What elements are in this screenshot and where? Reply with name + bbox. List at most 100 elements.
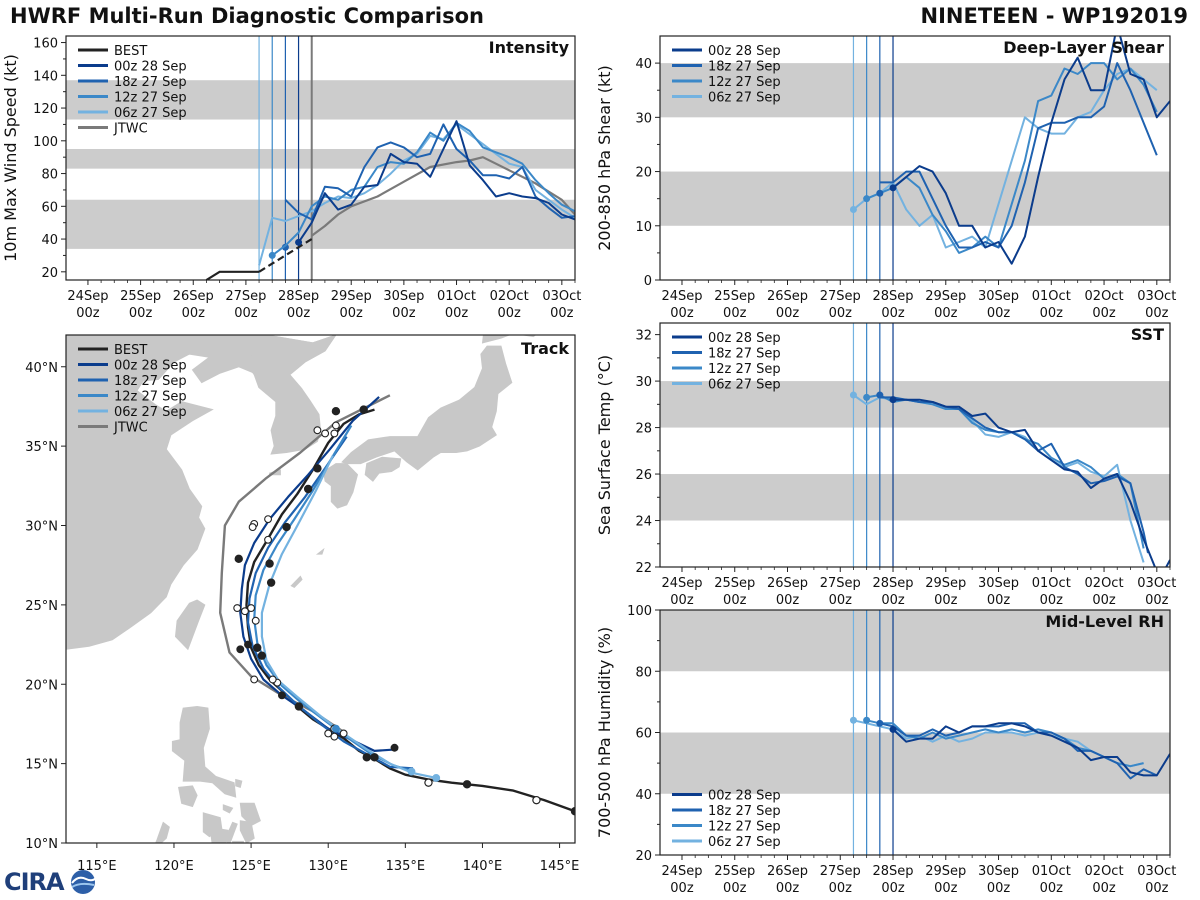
track-line-run_12z_27sep <box>253 424 414 773</box>
series-line-run_00z_28sep <box>893 398 1170 567</box>
land-taiwan <box>174 599 206 651</box>
x-tick-label-date: 30Sep <box>383 289 424 304</box>
x-tick-label-hour: 00z <box>829 881 853 896</box>
x-tick-label-date: 03Oct <box>1137 576 1176 591</box>
init-marker <box>863 195 871 203</box>
lon-tick-label: 120°E <box>154 859 194 874</box>
x-tick-label-date: 03Oct <box>542 289 581 304</box>
x-tick-label-date: 24Sep <box>661 864 702 879</box>
x-tick-label-date: 30Sep <box>978 576 1019 591</box>
land-samar <box>239 802 261 827</box>
track-point <box>359 405 368 414</box>
x-tick-label-hour: 00z <box>776 306 800 321</box>
x-tick-label-hour: 00z <box>987 881 1011 896</box>
y-tick-label: 80 <box>635 665 652 680</box>
y-tick-label: 22 <box>635 561 652 576</box>
x-tick-label-hour: 00z <box>550 306 574 321</box>
x-tick-label-hour: 00z <box>881 593 905 608</box>
series-line-run_06z_27sep <box>852 67 1158 249</box>
x-tick-label-hour: 00z <box>445 306 469 321</box>
land-masbate <box>222 804 234 814</box>
track-point-open <box>532 795 541 805</box>
x-tick-label-hour: 00z <box>497 306 521 321</box>
lat-tick-label: 10°N <box>25 837 58 852</box>
legend-entry: 00z 28 Sep <box>708 331 781 346</box>
land-asia-mainland <box>66 335 337 650</box>
legend-entry: JTWC <box>113 421 148 436</box>
series-line-run_00z_28sep <box>297 120 575 243</box>
series-group <box>849 391 1170 567</box>
init-marker <box>889 184 897 192</box>
lon-tick-label: 130°E <box>308 859 348 874</box>
x-tick-label-date: 30Sep <box>978 289 1019 304</box>
land-catanduanes <box>235 778 243 789</box>
x-tick-label-date: 26Sep <box>173 289 214 304</box>
init-marker <box>849 391 857 399</box>
land-kyushu <box>323 463 359 509</box>
panel-rh: 20 40 60 80 100 24Sep 00z 25Sep 00z 26Sep 00z 27Sep… <box>595 604 1176 896</box>
forecast-point-open <box>247 604 256 612</box>
init-marker <box>876 189 884 197</box>
band-34-64 <box>66 199 575 249</box>
y-axis-label: Sea Surface Temp (°C) <box>595 355 614 535</box>
x-tick-label-hour: 00z <box>1092 593 1116 608</box>
land-okinawa <box>290 575 303 589</box>
x-tick-label-hour: 00z <box>776 881 800 896</box>
series-line-run_18z_27sep <box>879 722 1158 780</box>
track-point <box>313 464 322 473</box>
x-tick-label-date: 27Sep <box>225 289 266 304</box>
x-tick-label-date: 24Sep <box>661 576 702 591</box>
forecast-point-open <box>331 421 340 430</box>
legend-entry: 06z 27 Sep <box>708 378 781 393</box>
x-tick-label-date: 28Sep <box>872 576 913 591</box>
y-tick-label: 20 <box>635 849 652 864</box>
panel-title: SST <box>1131 325 1164 344</box>
x-tick-label-hour: 00z <box>829 306 853 321</box>
panel-title: Intensity <box>489 38 570 57</box>
lat-tick-label: 40°N <box>25 361 58 376</box>
y-tick-label: 0 <box>644 274 652 289</box>
series-marker <box>281 243 289 251</box>
legend-entry: 12z 27 Sep <box>708 75 781 90</box>
band-30-40 <box>660 63 1170 118</box>
x-tick-label-date: 25Sep <box>120 289 161 304</box>
forecast-point-open <box>339 729 348 738</box>
x-tick-label-hour: 00z <box>1040 306 1064 321</box>
legend-entry: BEST <box>114 343 147 358</box>
x-tick-label-date: 28Sep <box>872 289 913 304</box>
lon-tick-label: 115°E <box>77 859 117 874</box>
panel-shear: 0 10 20 30 40 24Sep 00z 25Sep 00z 26Sep 00z 27Sep 00… <box>595 35 1176 321</box>
panel-frame <box>659 35 1171 281</box>
x-tick-label-date: 02Oct <box>1085 576 1124 591</box>
track-point <box>253 643 262 652</box>
x-tick-label-hour: 00z <box>1092 881 1116 896</box>
forecast-point-open <box>330 732 339 741</box>
panel-title: Deep-Layer Shear <box>1003 38 1164 57</box>
x-tick-label-hour: 00z <box>723 306 747 321</box>
legend-entry: 12z 27 Sep <box>708 362 781 377</box>
lon-tick-label: 145°E <box>540 859 580 874</box>
legend-entry: 18z 27 Sep <box>114 75 187 90</box>
x-tick-label-date: 02Oct <box>1085 864 1124 879</box>
y-tick-label: 100 <box>627 604 652 619</box>
x-tick-label-date: 28Sep <box>872 864 913 879</box>
band-40-60 <box>660 732 1170 794</box>
legend-entry: 06z 27 Sep <box>708 835 781 850</box>
x-tick-label-hour: 00z <box>1040 881 1064 896</box>
init-marker <box>876 719 884 727</box>
y-tick-label: 60 <box>635 727 652 742</box>
x-tick-label-hour: 00z <box>129 306 153 321</box>
series-line-run_00z_28sep <box>892 722 1170 777</box>
land-honshu <box>341 345 513 471</box>
y-tick-label: 20 <box>41 266 58 281</box>
legend-entry: 00z 28 Sep <box>114 60 187 75</box>
y-tick-label: 60 <box>41 200 58 215</box>
x-tick-label-hour: 00z <box>723 593 747 608</box>
series-line-run_18z_27sep <box>879 396 1149 554</box>
x-tick-label-hour: 00z <box>1040 593 1064 608</box>
forecast-point-open <box>321 429 330 438</box>
band-24-26 <box>660 474 1170 521</box>
forecast-point <box>390 743 399 752</box>
x-tick-label-date: 30Sep <box>978 864 1019 879</box>
legend-entry: 12z 27 Sep <box>114 91 187 106</box>
